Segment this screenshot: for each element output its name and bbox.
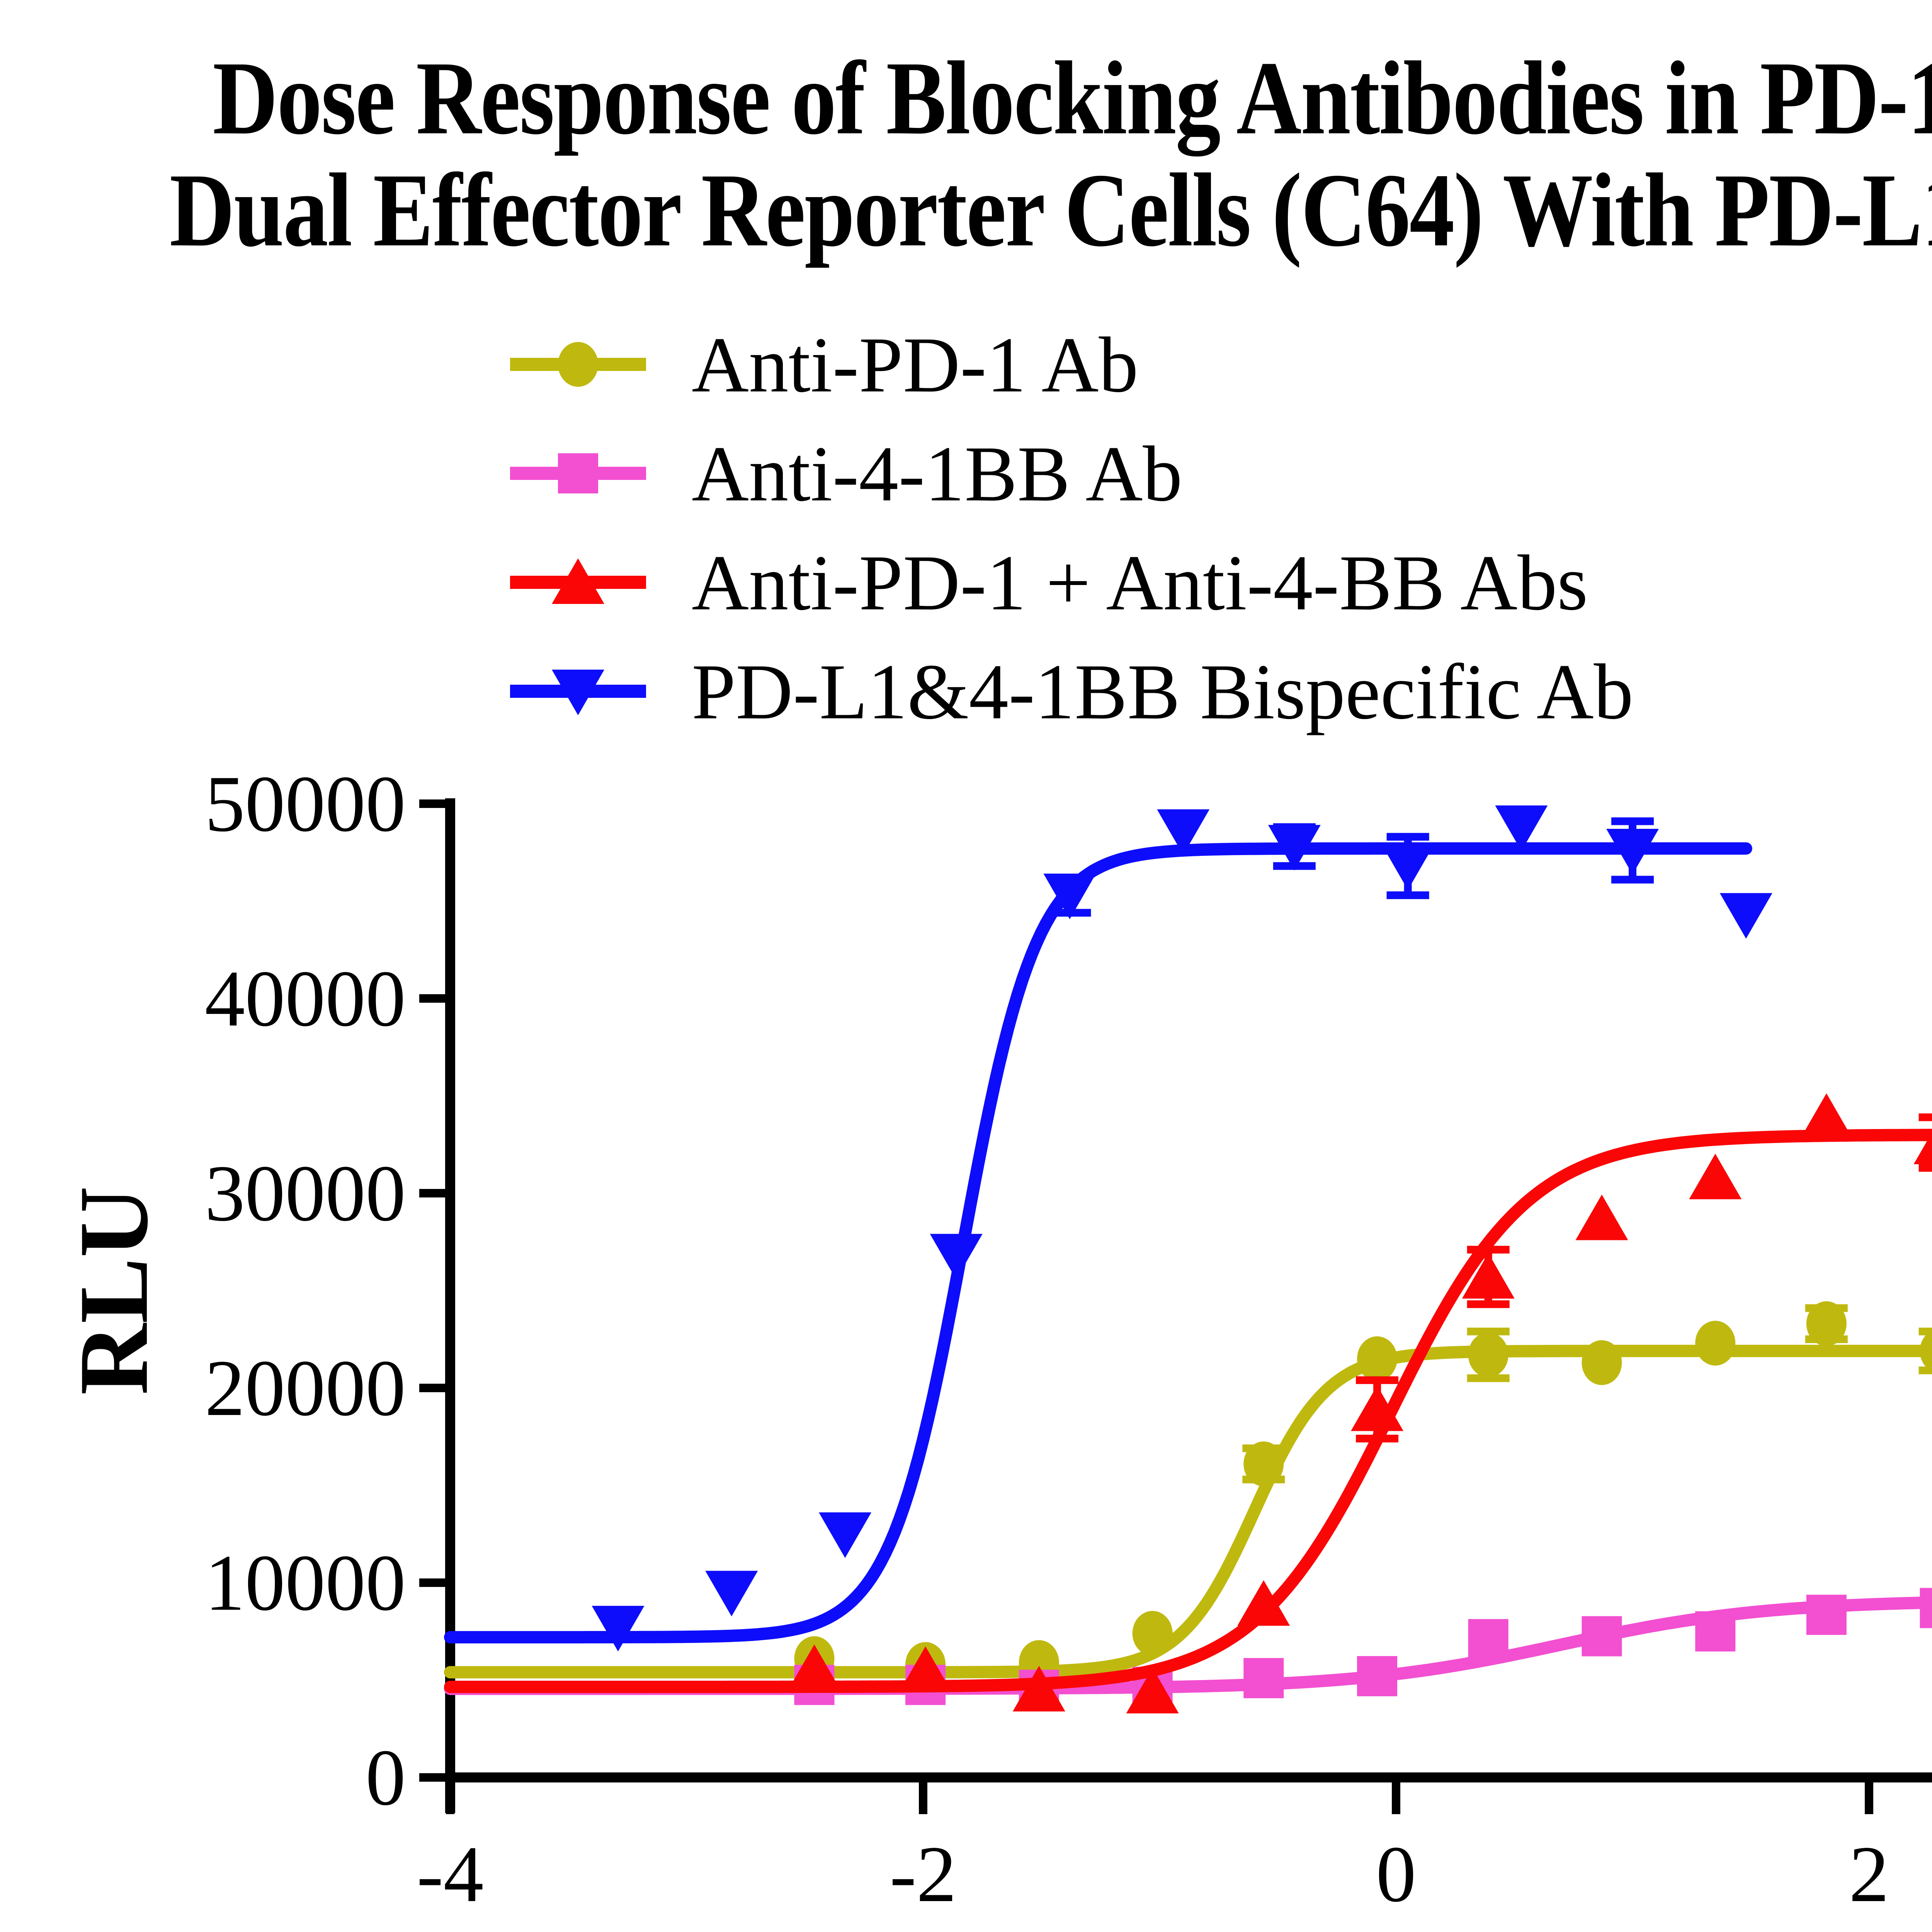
data-point (1495, 805, 1548, 851)
data-point (1357, 1656, 1398, 1696)
data-point (1351, 1385, 1404, 1431)
y-tick-label: 10000 (205, 1538, 406, 1627)
legend-label: PD-L1&4-1BB Bispecific Ab (692, 648, 1633, 736)
x-tick-label: 2 (1849, 1830, 1889, 1918)
data-point (1237, 1580, 1290, 1626)
data-point (1157, 809, 1210, 855)
legend-marker-triangle-down-icon (552, 670, 604, 715)
data-point (1920, 1588, 1932, 1628)
data-point (1381, 844, 1434, 890)
y-tick-label: 40000 (205, 954, 406, 1043)
data-point (1582, 1616, 1622, 1656)
y-tick-label: 50000 (205, 759, 406, 848)
data-point (1719, 893, 1772, 939)
data-point (1606, 828, 1659, 874)
data-point (1132, 1611, 1173, 1656)
legend-marker-square-icon (558, 453, 598, 493)
data-point (705, 1571, 758, 1617)
data-point (1462, 1253, 1515, 1299)
data-point (1800, 1093, 1853, 1139)
chart-title-line2: Dual Effector Reporter Cells (C64) With … (169, 152, 1932, 268)
series-curve-3 (444, 1129, 1932, 1693)
y-tick-label: 0 (366, 1733, 406, 1822)
data-point (1243, 1441, 1284, 1486)
series-curve-1 (444, 1345, 1932, 1679)
data-point (1920, 1330, 1932, 1372)
legend-marker-triangle-up-icon (552, 558, 604, 604)
x-tick-label: -2 (889, 1830, 956, 1918)
data-point (1689, 1153, 1742, 1199)
data-point (1243, 1658, 1284, 1698)
plot-layer: 0 10000 20000 30000 40000 50000 -4 -2 0 2 Anti-PD-… (205, 321, 1932, 1918)
data-point (899, 1646, 952, 1692)
data-point (1126, 1668, 1179, 1714)
legend-label: Anti-PD-1 Ab (692, 321, 1138, 409)
data-point (1913, 1132, 1932, 1164)
data-point (592, 1605, 645, 1651)
data-point (1043, 873, 1096, 919)
legend-label: Anti-PD-1 + Anti-4-BB Abs (692, 539, 1588, 627)
data-point (1806, 1301, 1847, 1346)
data-point (1012, 1666, 1065, 1712)
series-curve-4 (444, 842, 1752, 1644)
data-point (1357, 1336, 1398, 1381)
data-point (1468, 1332, 1509, 1378)
data-point (1575, 1194, 1628, 1240)
y-tick-label: 30000 (205, 1149, 406, 1238)
data-point (1806, 1595, 1847, 1635)
x-tick-label: 0 (1376, 1830, 1416, 1918)
x-tick-label: -4 (417, 1830, 483, 1918)
legend-label: Anti-4-1BB Ab (692, 430, 1182, 518)
data-point (1468, 1619, 1509, 1660)
y-tick-label: 20000 (205, 1344, 406, 1432)
data-point (1695, 1321, 1736, 1366)
y-axis-title: RLU (59, 1186, 168, 1395)
data-point (819, 1512, 872, 1558)
data-point (930, 1234, 983, 1280)
legend-marker-circle-icon (558, 342, 598, 387)
chart-title-line1: Dose Response of Blocking Antibodies in … (213, 40, 1932, 156)
data-point (1582, 1340, 1622, 1385)
data-point (1695, 1611, 1736, 1651)
data-point (788, 1644, 841, 1690)
data-point (1268, 825, 1321, 871)
